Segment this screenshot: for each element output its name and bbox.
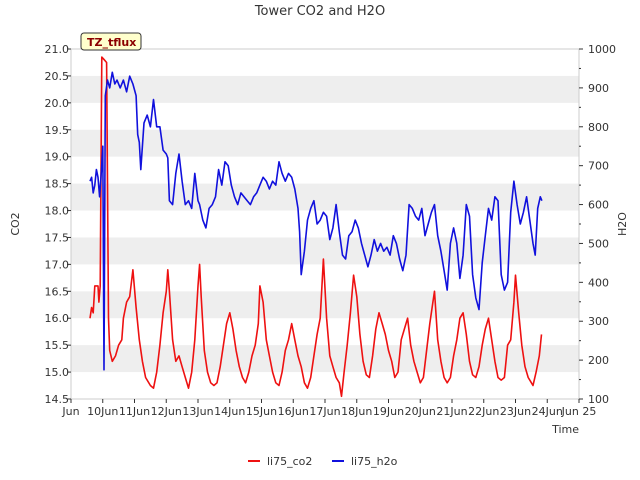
x-tick-label: 13Jun bbox=[182, 405, 213, 418]
x-tick-label: 22Jun bbox=[468, 405, 499, 418]
y-left-tick-label: 21.0 bbox=[45, 43, 70, 56]
grid-band bbox=[71, 237, 579, 265]
y-left-tick-label: 20.5 bbox=[45, 70, 70, 83]
y-axis-right-label: H2O bbox=[616, 212, 629, 236]
site-badge-box bbox=[80, 32, 142, 51]
y-left-tick-label: 14.5 bbox=[45, 393, 70, 406]
grid-bands bbox=[71, 75, 579, 373]
y-right-tick-label: 600 bbox=[588, 199, 609, 212]
x-tick-label: 12Jun bbox=[151, 405, 182, 418]
y-right-tick-label: 1000 bbox=[588, 43, 616, 56]
y-left-tick-label: 17.5 bbox=[45, 231, 70, 244]
x-tick-label: 19Jun bbox=[373, 405, 404, 418]
x-tick-label: 14Jun bbox=[214, 405, 245, 418]
x-tick-label: 23Jun bbox=[500, 405, 531, 418]
x-tick-label: 15Jun bbox=[246, 405, 277, 418]
series-line-li75_h2o bbox=[89, 71, 543, 371]
grid-band bbox=[71, 75, 579, 103]
y-left-tick-label: 18.0 bbox=[45, 205, 70, 218]
x-tick-label: 24Jun bbox=[532, 405, 563, 418]
y-left-tick-label: 20.0 bbox=[45, 97, 70, 110]
site-badge-label: TZ_tflux bbox=[87, 36, 136, 49]
y-axis-left-label: CO2 bbox=[9, 212, 22, 235]
x-tick-label: Jun 25 bbox=[561, 405, 597, 418]
x-tick-label: 10Jun bbox=[87, 405, 118, 418]
y-right-tick-label: 200 bbox=[588, 354, 609, 367]
chart-title: Tower CO2 and H2O bbox=[254, 4, 385, 19]
series-line-li75_co2 bbox=[89, 56, 543, 398]
y-left-tick-label: 15.5 bbox=[45, 339, 70, 352]
x-tick-label: 17Jun bbox=[309, 405, 340, 418]
y-right-tick-label: 800 bbox=[588, 121, 609, 134]
y-axis-right-ticks: 100 200 300 400 500 600 700 800 900 1000 bbox=[579, 43, 616, 406]
y-left-tick-label: 15.0 bbox=[45, 366, 70, 379]
y-right-tick-label: 100 bbox=[588, 393, 609, 406]
x-axis-ticks: Jun 10Jun 11Jun 12Jun 13Jun 14Jun 15Jun 16Jun 17… bbox=[61, 399, 596, 418]
y-left-tick-label: 16.0 bbox=[45, 312, 70, 325]
x-tick-label: 21Jun bbox=[436, 405, 467, 418]
y-right-tick-label: 700 bbox=[588, 160, 609, 173]
x-tick-label: 18Jun bbox=[341, 405, 372, 418]
legend-label-li75_co2: li75_co2 bbox=[267, 455, 312, 468]
site-badge: TZ_tflux bbox=[80, 32, 142, 51]
y-right-tick-label: 300 bbox=[588, 315, 609, 328]
y-left-tick-label: 17.0 bbox=[45, 258, 70, 271]
grid-band bbox=[71, 345, 579, 373]
y-right-tick-label: 500 bbox=[588, 237, 609, 250]
y-right-tick-label: 400 bbox=[588, 276, 609, 289]
grid-band bbox=[71, 129, 579, 157]
y-right-tick-label: 900 bbox=[588, 82, 609, 95]
y-left-tick-label: 19.0 bbox=[45, 151, 70, 164]
y-left-tick-label: 19.5 bbox=[45, 124, 70, 137]
y-left-tick-label: 18.5 bbox=[45, 178, 70, 191]
legend-label-li75_h2o: li75_h2o bbox=[351, 455, 398, 468]
x-tick-label: Jun bbox=[61, 405, 79, 418]
y-left-tick-label: 16.5 bbox=[45, 285, 70, 298]
y-axis-left-ticks: 14.5 15.0 15.5 16.0 16.5 17.0 17.5 18.0 18.5 19.0… bbox=[45, 43, 71, 406]
x-tick-label: 20Jun bbox=[405, 405, 436, 418]
x-tick-label: 16Jun bbox=[278, 405, 309, 418]
x-axis-label: Time bbox=[551, 423, 579, 436]
series-lines bbox=[89, 56, 543, 398]
x-tick-label: 11Jun bbox=[119, 405, 150, 418]
legend: li75_co2 li75_h2o bbox=[248, 455, 398, 468]
grid-band bbox=[71, 183, 579, 211]
